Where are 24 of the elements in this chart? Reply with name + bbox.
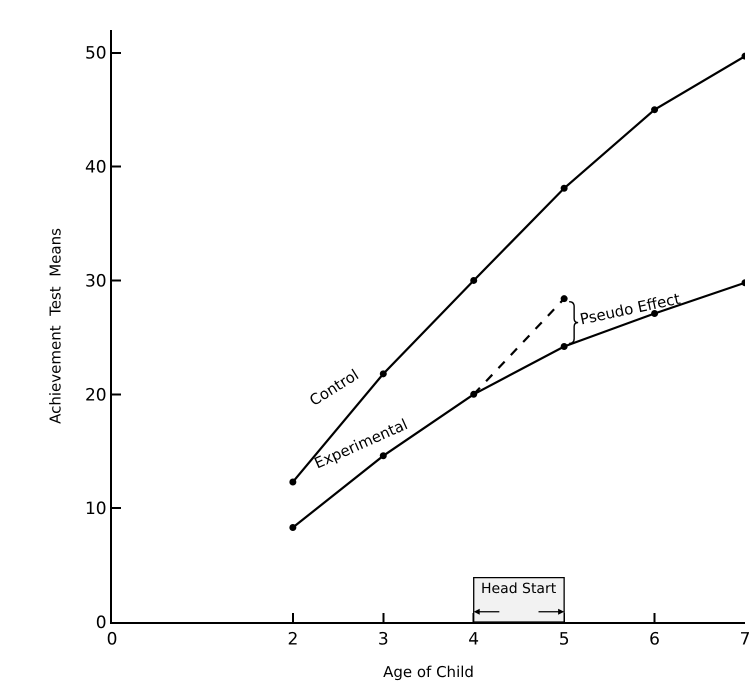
point: [560, 342, 568, 350]
band-label: Head Start: [481, 581, 557, 597]
x-tick-label: 7: [740, 629, 750, 650]
x-axis-title: Age of Child: [383, 662, 474, 681]
y-tick-label: 20: [84, 385, 107, 406]
x-tick-label: 2: [287, 629, 298, 650]
annotation: Pseudo Effect: [578, 290, 682, 328]
y-tick-label: 30: [84, 271, 107, 292]
point: [289, 478, 296, 486]
point: [289, 524, 296, 532]
x-tick-label: 5: [558, 629, 570, 650]
point: [380, 370, 387, 378]
point: [560, 295, 568, 302]
y-tick-label: 0: [96, 612, 107, 633]
x-tick-label: 4: [468, 629, 480, 650]
point: [560, 184, 568, 192]
point: [470, 276, 478, 284]
x-tick-label: 6: [649, 629, 660, 650]
y-tick-label: 50: [84, 44, 107, 64]
point: [651, 106, 658, 114]
x-tick-label: 3: [378, 629, 389, 650]
y-tick-label: 10: [84, 499, 107, 520]
y-tick-label: 40: [84, 158, 107, 178]
y-axis-title: Achievement Test Means: [46, 228, 65, 424]
